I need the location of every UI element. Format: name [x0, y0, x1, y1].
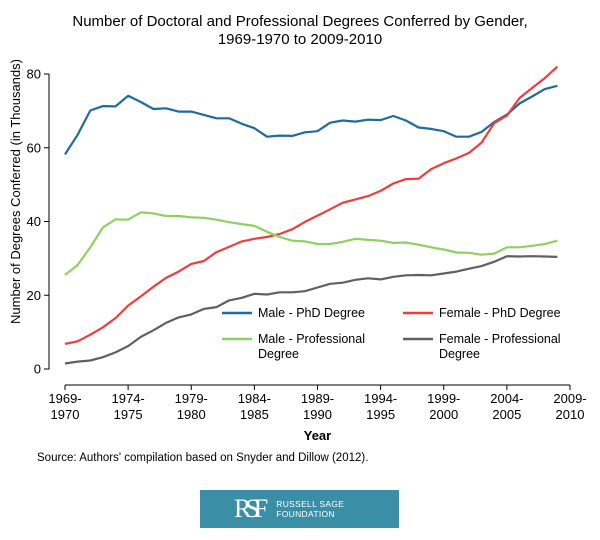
x-tick-label-line2: 2000	[429, 407, 458, 422]
chart-axes: 0 20 40 60 80 Number of Degrees Conferred (in…	[8, 59, 587, 443]
source-note: Source: Authors' compilation based on Sn…	[37, 452, 369, 464]
x-tick-label-line2: 1995	[366, 407, 395, 422]
y-tick-label: 80	[27, 67, 41, 82]
legend-label-male-professional-line1: Male - Professional	[258, 332, 365, 346]
x-tick-label-line2: 2010	[556, 407, 585, 422]
x-tick-label-line1: 1979-	[175, 391, 208, 406]
x-tick-label-line2: 1990	[303, 407, 332, 422]
line-chart: 0 20 40 60 80 Number of Degrees Conferred (in…	[8, 59, 587, 443]
series-line-female-professional-degree	[64, 255, 558, 365]
y-tick-label: 0	[34, 362, 41, 377]
y-tick-label: 20	[27, 288, 41, 303]
x-tick-label-line1: 1994-	[364, 391, 397, 406]
x-tick-label-line2: 1980	[177, 407, 206, 422]
legend-label-male-phd: Male - PhD Degree	[258, 306, 365, 320]
y-tick-label: 60	[27, 140, 41, 155]
series-line-male-phd-degree	[64, 84, 558, 155]
chart-title: Number of Doctoral and Professional Degr…	[0, 13, 600, 49]
rsf-logo-text: RUSSELL SAGE FOUNDATION	[276, 499, 345, 519]
series-line-male-professional-degree	[64, 211, 558, 276]
y-tick-label: 40	[27, 214, 41, 229]
legend-label-female-professional-line2: Degree	[439, 347, 480, 361]
chart-legend: Male - PhD Degree Female - PhD Degree Ma…	[222, 306, 561, 361]
x-tick-label-line1: 1999-	[427, 391, 460, 406]
series-line-female-phd-degree	[64, 65, 559, 345]
x-tick-label-line1: 1974-	[112, 391, 145, 406]
legend-label-female-phd: Female - PhD Degree	[439, 306, 561, 320]
rsf-logo: RSF RUSSELL SAGE FOUNDATION	[200, 490, 399, 528]
legend-label-female-professional-line1: Female - Professional	[439, 332, 561, 346]
x-tick-label-line1: 2004-	[490, 391, 523, 406]
x-tick-label-line2: 1975	[114, 407, 143, 422]
x-tick-label-line2: 2005	[492, 407, 521, 422]
x-axis-label: Year	[304, 428, 331, 443]
x-tick-label-line1: 1989-	[301, 391, 334, 406]
chart-series	[64, 65, 559, 365]
x-tick-label-line2: 1985	[240, 407, 269, 422]
x-tick-label-line1: 2009-	[553, 391, 586, 406]
chart-title-line-1: Number of Doctoral and Professional Degr…	[72, 13, 528, 30]
rsf-logo-mark: RSF	[234, 494, 268, 523]
x-tick-label-line2: 1970	[51, 407, 80, 422]
chart-title-line-2: 1969-1970 to 2009-2010	[217, 31, 383, 48]
x-tick-label-line1: 1969-	[48, 391, 81, 406]
x-tick-label-line1: 1984-	[238, 391, 271, 406]
legend-label-male-professional-line2: Degree	[258, 347, 299, 361]
y-axis-label: Number of Degrees Conferred (in Thousand…	[8, 59, 23, 324]
